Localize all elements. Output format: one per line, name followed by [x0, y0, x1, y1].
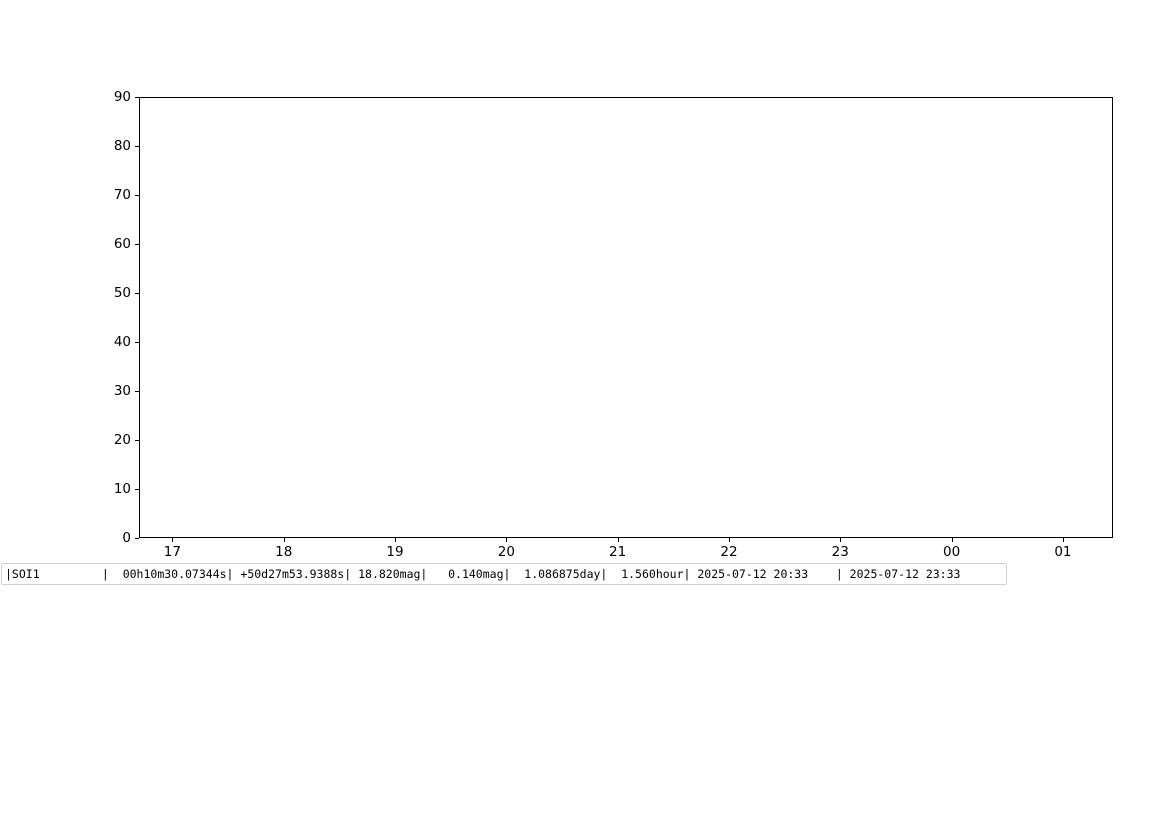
y-tick-mark [135, 489, 139, 490]
x-tick-mark [506, 538, 508, 542]
y-tick-mark [135, 146, 139, 147]
x-tick-label: 22 [720, 544, 738, 560]
y-tick-mark [135, 342, 139, 343]
axes-spine-frame [139, 97, 1113, 538]
y-tick-mark [135, 195, 139, 196]
y-tick-label: 60 [113, 236, 131, 252]
y-tick-label: 80 [113, 138, 131, 154]
x-tick-mark [728, 538, 730, 542]
target-info-text: |SOI1 | 00h10m30.07344s| +50d27m53.9388s… [5, 567, 961, 581]
x-tick-mark [617, 538, 619, 542]
x-tick-label: 17 [163, 544, 181, 560]
y-tick-label: 40 [113, 334, 131, 350]
x-tick-label: 18 [275, 544, 293, 560]
x-tick-mark [840, 538, 842, 542]
y-tick-label: 0 [122, 530, 131, 546]
target-info-bar[interactable]: |SOI1 | 00h10m30.07344s| +50d27m53.9388s… [1, 563, 1007, 585]
y-tick-mark [135, 391, 139, 392]
y-tick-label: 90 [113, 89, 131, 105]
x-tick-mark [1062, 538, 1064, 542]
x-tick-label: 19 [386, 544, 404, 560]
y-tick-mark [135, 440, 139, 441]
x-tick-mark [172, 538, 174, 542]
y-tick-mark [135, 244, 139, 245]
x-tick-label: 00 [943, 544, 961, 560]
x-tick-label: 21 [609, 544, 627, 560]
y-tick-label: 20 [113, 432, 131, 448]
altitude-plot-axes[interactable] [139, 97, 1113, 538]
x-tick-label: 01 [1054, 544, 1072, 560]
x-tick-label: 23 [831, 544, 849, 560]
y-tick-mark [135, 538, 139, 539]
y-tick-mark [135, 97, 139, 98]
y-tick-mark [135, 293, 139, 294]
y-tick-label: 10 [113, 481, 131, 497]
y-tick-label: 70 [113, 187, 131, 203]
y-tick-label: 50 [113, 285, 131, 301]
x-tick-label: 20 [497, 544, 515, 560]
x-tick-mark [951, 538, 953, 542]
x-tick-mark [395, 538, 397, 542]
x-tick-mark [283, 538, 285, 542]
y-tick-label: 30 [113, 383, 131, 399]
